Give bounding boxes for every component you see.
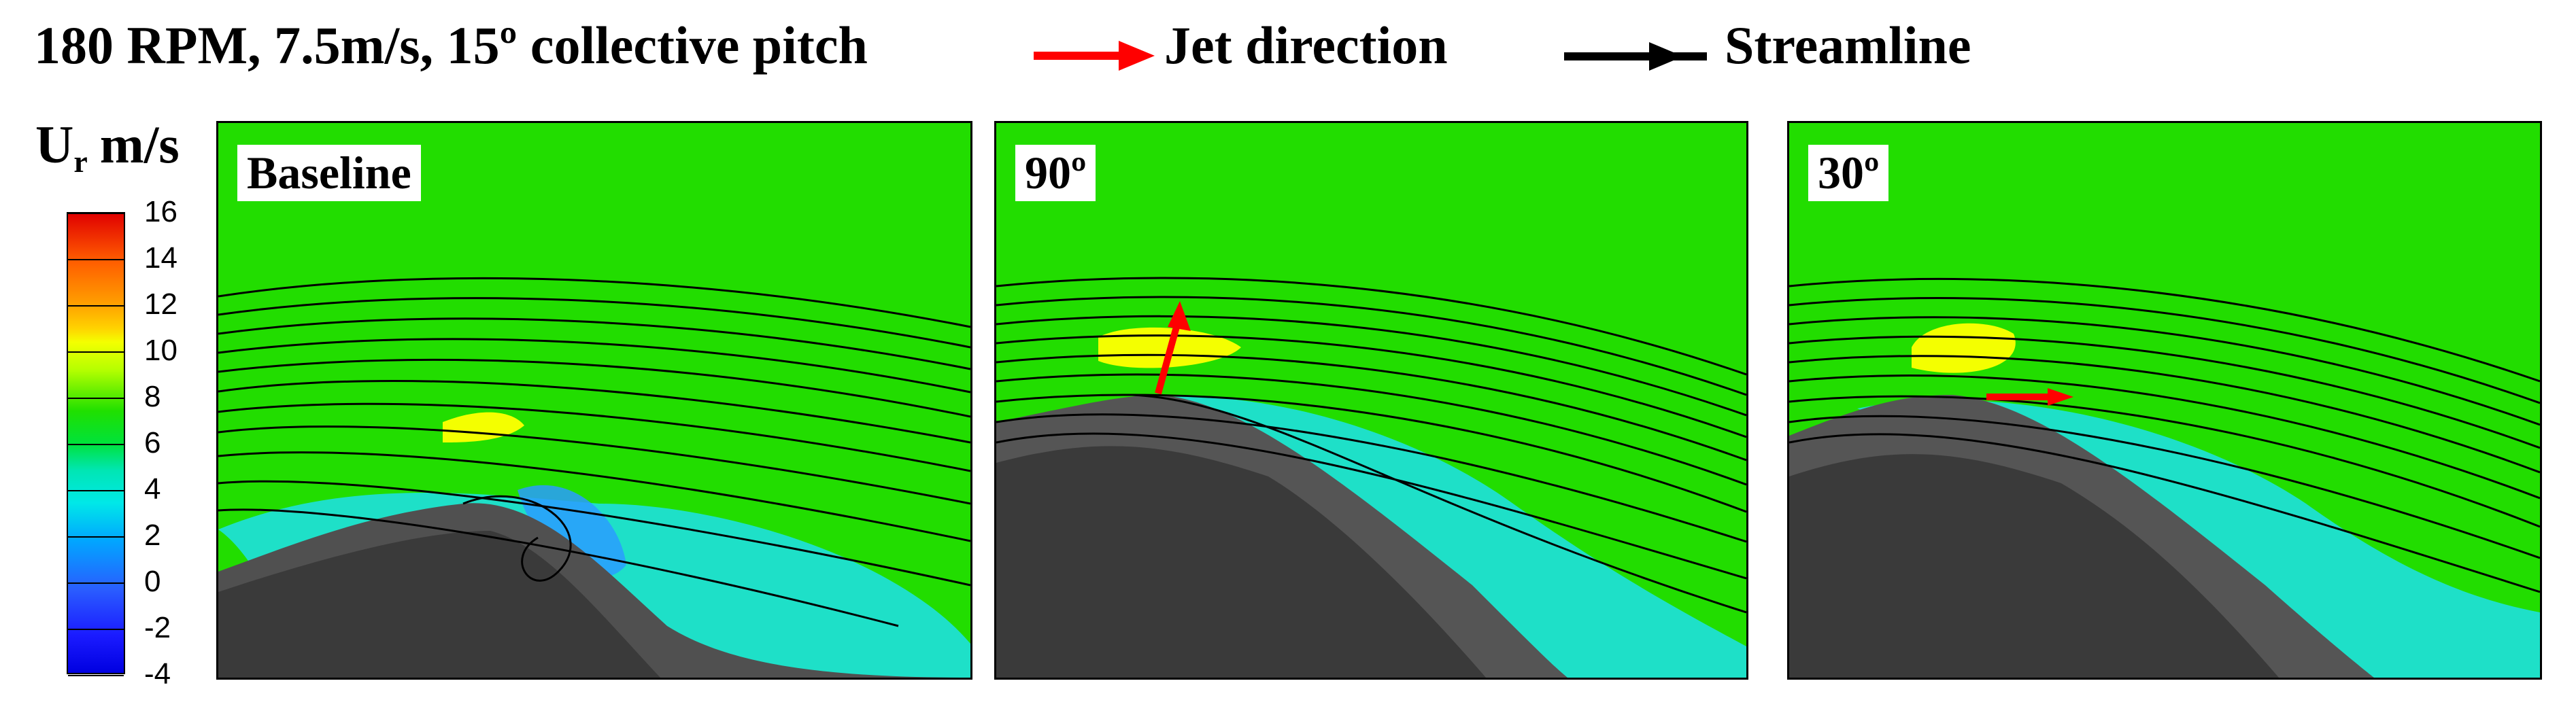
colorbar-tick-line [68, 351, 124, 353]
colorbar-tick-label: 6 [144, 426, 161, 459]
colorbar-tick-line [68, 582, 124, 584]
colorbar-tick-line [68, 213, 124, 214]
colorbar-tick-label: 10 [144, 334, 177, 367]
figure-title: 180 RPM, 7.5m/s, 15º collective pitch [34, 16, 868, 75]
panel-90-degree-jet: 90º [994, 121, 1748, 680]
panel-baseline: Baseline [216, 121, 972, 680]
colorbar-title: Ur m/s [35, 115, 180, 179]
colorbar-tick-line [68, 675, 124, 676]
colorbar-tick-line [68, 536, 124, 538]
jet-90-flow-field [996, 277, 1746, 678]
panel-label: 90º [1015, 145, 1096, 201]
colorbar-tick-label: 0 [144, 565, 161, 598]
colorbar-tick-label: 16 [144, 195, 177, 228]
colorbar-tick-line [68, 444, 124, 445]
streamline-legend-arrow [1564, 42, 1707, 71]
panel-30-degree-jet: 30º [1787, 121, 2542, 680]
colorbar-tick-label: 4 [144, 472, 161, 506]
colorbar-tick-label: 8 [144, 380, 161, 413]
colorbar-tick-line [68, 629, 124, 630]
colorbar-tick-line [68, 398, 124, 399]
colorbar-tick-line [68, 305, 124, 307]
colorbar [67, 212, 125, 676]
jet-direction-legend-label: Jet direction [1164, 16, 1448, 75]
colorbar-tick-label: -2 [144, 611, 171, 644]
colorbar-tick-line [68, 490, 124, 491]
jet-direction-legend-arrow [1034, 41, 1155, 71]
panel-label: Baseline [237, 145, 421, 201]
colorbar-tick-label: 12 [144, 287, 177, 321]
streamline-legend-label: Streamline [1725, 16, 1971, 75]
colorbar-tick-label: 2 [144, 519, 161, 552]
colorbar-tick-label: 14 [144, 241, 177, 275]
colorbar-tick-line [68, 259, 124, 260]
colorbar-tick-label: -4 [144, 657, 171, 691]
baseline-flow-field [218, 277, 970, 678]
jet-30-flow-field [1789, 277, 2540, 678]
panel-label: 30º [1808, 145, 1889, 201]
